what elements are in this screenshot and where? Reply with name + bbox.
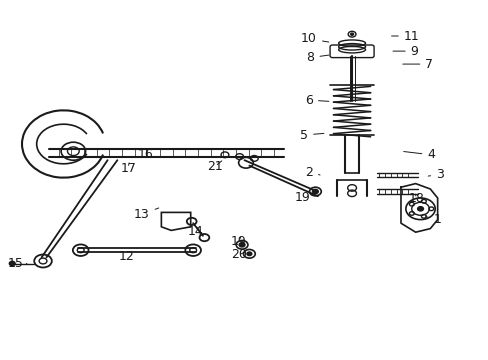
Text: 4: 4 <box>403 148 434 161</box>
Text: 20: 20 <box>230 248 246 261</box>
Text: 8: 8 <box>306 51 328 64</box>
Text: 14: 14 <box>187 225 203 238</box>
Circle shape <box>246 252 251 256</box>
Text: 17: 17 <box>120 162 136 175</box>
Circle shape <box>9 261 15 266</box>
Text: 6: 6 <box>305 94 328 107</box>
Text: 13: 13 <box>134 208 159 221</box>
Text: 7: 7 <box>402 58 432 71</box>
Text: 10: 10 <box>301 32 328 45</box>
Text: 19: 19 <box>294 191 313 204</box>
Circle shape <box>239 243 244 247</box>
Text: 2: 2 <box>305 166 320 179</box>
Text: 9: 9 <box>392 45 418 58</box>
Text: 3: 3 <box>427 168 443 181</box>
Text: 19: 19 <box>230 235 246 248</box>
Text: 18: 18 <box>408 192 424 205</box>
Text: 16: 16 <box>138 148 153 161</box>
Text: 11: 11 <box>391 30 419 42</box>
Text: 21: 21 <box>207 160 223 173</box>
Circle shape <box>417 207 423 211</box>
Text: 1: 1 <box>425 213 441 226</box>
Text: 15: 15 <box>8 257 27 270</box>
Text: 12: 12 <box>118 248 137 263</box>
Text: 5: 5 <box>300 129 323 141</box>
Circle shape <box>350 33 353 35</box>
Circle shape <box>312 189 318 194</box>
